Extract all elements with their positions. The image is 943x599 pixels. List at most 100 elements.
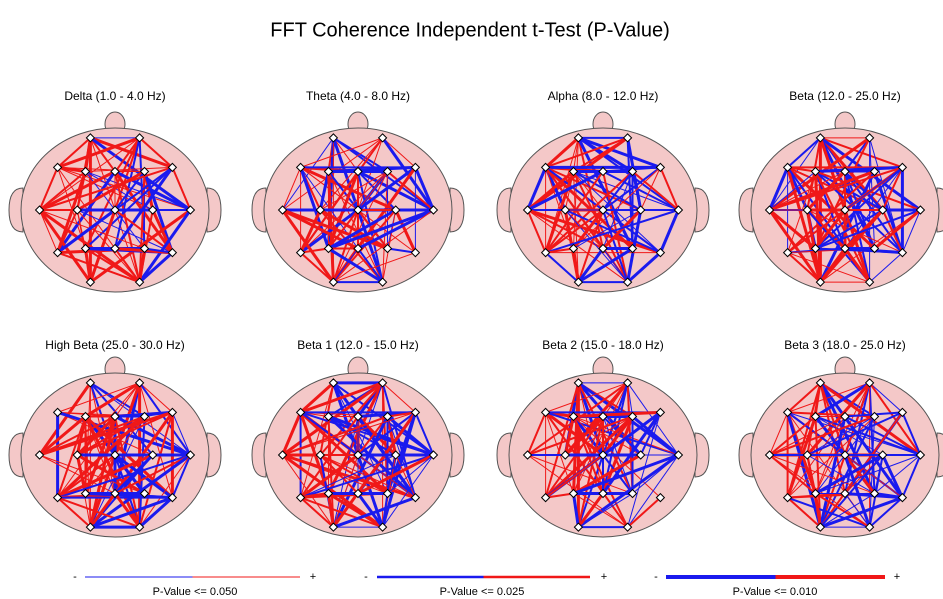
electrode [382, 488, 393, 499]
electrode [277, 450, 288, 460]
electrode [428, 205, 439, 215]
panel-title: Theta (4.0 - 8.0 Hz) [306, 89, 410, 103]
electrode [815, 378, 826, 388]
electrode [540, 162, 551, 173]
electrode [295, 492, 306, 503]
connection [39, 209, 59, 253]
connection [382, 454, 434, 528]
electrode [382, 166, 393, 177]
electrode [568, 411, 579, 422]
electrode [110, 488, 120, 499]
connection [282, 137, 383, 211]
connection [769, 171, 816, 211]
legend-label: P-Value <= 0.025 [440, 586, 525, 598]
connection [299, 251, 335, 283]
legend-minus: - [73, 571, 77, 583]
connection [56, 137, 92, 169]
electrode [915, 205, 926, 215]
connection [545, 454, 604, 499]
electrode [568, 243, 579, 254]
connection [138, 496, 174, 529]
electrode [72, 450, 82, 460]
connection [76, 209, 140, 283]
connection [381, 493, 389, 528]
connection [327, 247, 384, 284]
connection [819, 411, 904, 528]
electrode [428, 450, 439, 460]
electrode [167, 407, 178, 418]
connection [332, 415, 389, 528]
electrode [622, 522, 633, 532]
electrode [810, 488, 821, 499]
electrode [139, 488, 150, 499]
connection [56, 170, 87, 254]
connection [357, 209, 389, 250]
connection [572, 453, 679, 495]
connection [38, 166, 59, 211]
right-ear [694, 187, 710, 233]
head-map: Delta (1.0 - 4.0 Hz) [8, 89, 222, 293]
left-ear [738, 432, 754, 478]
connection [769, 171, 846, 211]
connection [544, 251, 580, 283]
connection [139, 454, 191, 528]
connection [319, 208, 389, 250]
legend-minus: - [364, 571, 368, 583]
connection [382, 137, 416, 168]
electrode [815, 522, 826, 532]
connection [844, 171, 871, 283]
electrode [139, 166, 150, 177]
connection [326, 493, 335, 528]
connection [571, 493, 580, 528]
electrode [377, 378, 388, 388]
electrode [598, 450, 608, 460]
electrode [382, 243, 393, 254]
electrode [897, 407, 908, 418]
connection [319, 382, 384, 456]
connection [544, 170, 634, 254]
connection [577, 492, 605, 529]
connection [813, 493, 822, 528]
electrode [840, 450, 850, 460]
connection [626, 496, 662, 528]
connection [282, 415, 388, 456]
connection [631, 415, 680, 457]
connection [357, 137, 384, 211]
connection [814, 492, 871, 529]
right-ear [206, 432, 222, 478]
connection [356, 492, 384, 529]
connection [57, 136, 141, 169]
electrode [560, 205, 570, 215]
connection [874, 454, 921, 494]
legend-minus: - [654, 571, 658, 583]
electrode [815, 277, 826, 287]
electrode [295, 162, 306, 173]
electrode [655, 162, 666, 173]
connection [299, 453, 359, 499]
electrode [148, 205, 158, 215]
electrode [410, 162, 421, 173]
connection [626, 251, 662, 284]
connection [39, 166, 173, 211]
electrode [410, 407, 421, 418]
electrode [295, 247, 306, 258]
connection [526, 209, 547, 254]
connection [282, 167, 302, 211]
connection [627, 454, 679, 528]
connection [844, 137, 871, 173]
electrode [323, 243, 334, 254]
connection [787, 382, 870, 413]
connection [544, 382, 580, 498]
right-ear [449, 432, 465, 478]
connection [300, 496, 383, 529]
connection [631, 170, 680, 211]
connection [89, 492, 117, 529]
electrode [782, 162, 793, 173]
connection [602, 248, 629, 283]
electrode [85, 277, 96, 287]
head-map: Theta (4.0 - 8.0 Hz) [251, 89, 465, 293]
connection [138, 209, 192, 284]
electrode [52, 247, 63, 258]
electrode [655, 247, 666, 258]
